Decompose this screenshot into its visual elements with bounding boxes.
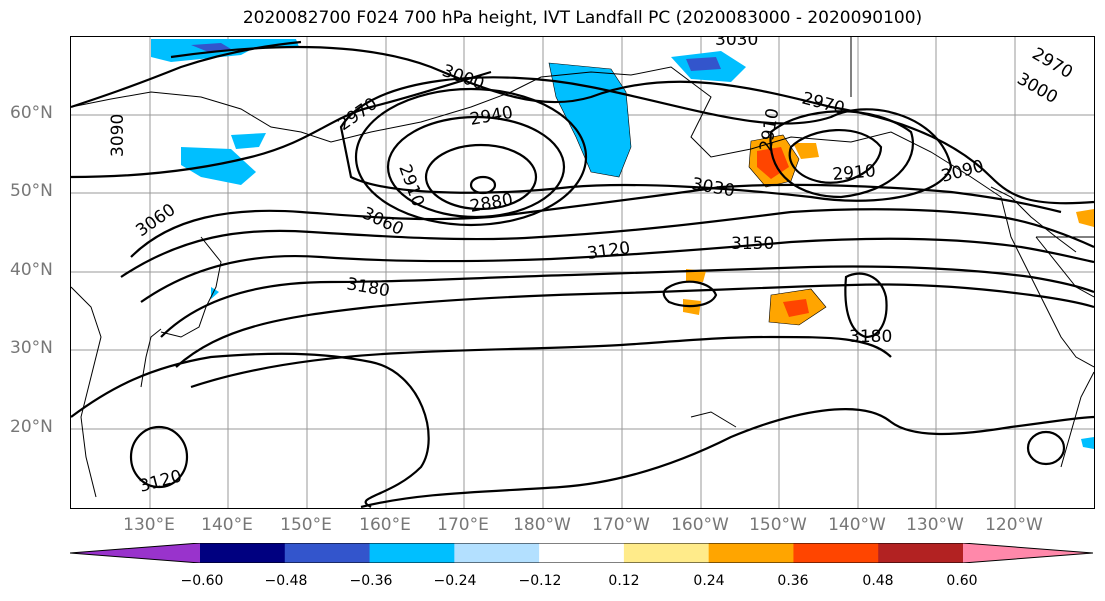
contour-3180-east: [844, 272, 888, 339]
colorbar-tick-4: −0.24: [433, 573, 477, 589]
contour-2880-inner: [469, 175, 497, 195]
contour-label-3060-west: 3060: [132, 200, 179, 241]
colorbar-extend-low: [70, 543, 200, 563]
colorbar-segment: [539, 543, 625, 563]
neg-blob-7: [1081, 437, 1094, 449]
contour-3060: [120, 208, 1094, 278]
lon-label-170w: 170°W: [592, 515, 650, 535]
colorbar-segment: [623, 543, 710, 563]
pos-blob-2: [793, 143, 819, 159]
contour-label-3120: 3120: [586, 238, 632, 264]
contour-2940: [354, 87, 588, 227]
colorbar: [70, 543, 1093, 563]
contour-label-3180: 3180: [345, 274, 391, 301]
contour-3150-south: [71, 352, 430, 508]
map-canvas: 3030 3000 2970 2940 2910 2880 3060 3090 …: [71, 37, 1094, 508]
colorbar-segments: [70, 543, 1093, 563]
colorbar-tick-7: 0.24: [693, 573, 725, 589]
neg-blob-5: [231, 133, 266, 149]
colorbar-segment: [454, 543, 540, 563]
lat-label-60: 60°N: [10, 103, 53, 123]
contour-label-3150: 3150: [731, 234, 774, 254]
neg-blob-2: [548, 62, 632, 178]
pos-blob-6: [1076, 209, 1094, 227]
colorbar-extend-high: [963, 543, 1093, 563]
korea-china-coast: [140, 328, 162, 388]
lon-label-160w: 160°W: [671, 515, 729, 535]
lon-label-130w: 130°W: [906, 515, 964, 535]
colorbar-tick-1: −0.60: [180, 573, 224, 589]
lat-label-20: 20°N: [10, 417, 53, 437]
colorbar-tick-2: −0.48: [264, 573, 308, 589]
lon-label-170e: 170°E: [437, 515, 489, 535]
neg-blob-3-core: [686, 57, 721, 71]
colorbar-segment: [284, 543, 371, 563]
mexico-coast: [1060, 371, 1094, 468]
contour-3180-small: [662, 280, 718, 308]
colorbar-segment: [878, 543, 964, 563]
pos-blob-4: [686, 269, 706, 282]
pos-blob-1-core: [757, 147, 789, 179]
contour-3120-south: [360, 408, 1094, 508]
lon-label-140w: 140°W: [828, 515, 886, 535]
contour-label-2940: 2940: [468, 103, 514, 130]
colorbar-segment: [369, 543, 455, 563]
colorbar-segment: [200, 543, 286, 563]
lon-label-130e: 130°E: [123, 515, 175, 535]
contour-3150-se: [1026, 430, 1066, 466]
contour-3000: [170, 45, 1094, 205]
contour-label-3030-east: 3030: [690, 174, 736, 201]
contour-2940-east: [769, 110, 914, 199]
lon-label-150e: 150°E: [280, 515, 332, 535]
lon-label-150w: 150°W: [749, 515, 807, 535]
contour-3120: [160, 265, 1094, 338]
contour-2910-east: [788, 128, 883, 184]
neg-blob-6: [211, 287, 219, 299]
contour-label-2910-east-b: 2910: [832, 161, 877, 185]
contour-3180: [190, 335, 892, 389]
lon-label-160e: 160°E: [359, 515, 411, 535]
contour-3030: [130, 183, 1062, 258]
china-coast: [71, 286, 102, 498]
colorbar-tick-6: 0.12: [608, 573, 640, 589]
map-title: 2020082700 F024 700 hPa height, IVT Land…: [242, 8, 923, 28]
japan-coast: [160, 236, 222, 338]
colorbar-segment: [708, 543, 794, 563]
bc-coast: [990, 186, 1077, 253]
lon-label-180w: 180°W: [513, 515, 571, 535]
lon-label-140e: 140°E: [201, 515, 253, 535]
contour-3030-west: [71, 70, 492, 179]
lat-label-40: 40°N: [10, 260, 53, 280]
contour-3120-sw: [129, 425, 189, 489]
colorbar-tick-3: −0.36: [349, 573, 393, 589]
lat-label-50: 50°N: [10, 181, 53, 201]
lon-label-120w: 120°W: [985, 515, 1043, 535]
contour-label-3180-east: 3180: [849, 327, 892, 347]
contour-label-2910: 2910: [394, 162, 428, 209]
contour-3090: [140, 237, 1094, 303]
colorbar-segment: [793, 543, 879, 563]
colorbar-tick-9: 0.48: [862, 573, 894, 589]
hawaii-islands: [690, 411, 737, 428]
contour-2970: [339, 76, 953, 202]
contour-label-3120-sw: 3120: [137, 466, 184, 497]
pos-blob-3-core: [783, 299, 809, 317]
contour-label-3090-west: 3090: [108, 114, 128, 157]
colorbar-tick-5: −0.12: [518, 573, 562, 589]
height-contours: [71, 40, 1094, 508]
contour-3090-west: [71, 40, 302, 109]
colorbar-tick-10: 0.60: [946, 573, 978, 589]
ivt-shading: [151, 39, 1094, 449]
neg-blob-4: [181, 147, 256, 185]
contour-label-3030-top: 3030: [715, 37, 758, 50]
lat-label-30: 30°N: [10, 338, 53, 358]
contour-2880: [424, 143, 538, 211]
contour-3150: [175, 283, 1094, 368]
map-panel: 3030 3000 2970 2940 2910 2880 3060 3090 …: [70, 36, 1095, 509]
colorbar-tick-8: 0.36: [777, 573, 809, 589]
